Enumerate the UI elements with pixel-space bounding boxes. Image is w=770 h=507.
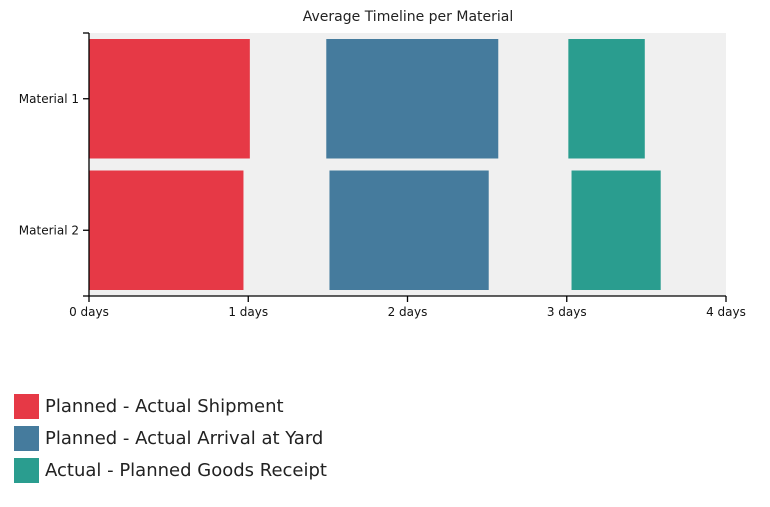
bar-series-1-material-1 — [89, 39, 250, 159]
legend-label: Planned - Actual Shipment — [45, 395, 284, 417]
legend-item: Actual - Planned Goods Receipt — [14, 454, 327, 486]
legend-swatch — [14, 457, 39, 483]
x-tick-label: 0 days — [69, 305, 109, 319]
bar-series-3-material-2 — [571, 170, 661, 290]
bar-series-3-material-1 — [568, 39, 645, 159]
bar-series-1-material-2 — [89, 170, 244, 290]
chart-title: Average Timeline per Material — [303, 9, 514, 25]
legend-label: Actual - Planned Goods Receipt — [45, 459, 327, 481]
y-tick-label: Material 2 — [19, 223, 79, 237]
legend-item: Planned - Actual Shipment — [14, 390, 327, 422]
axes: Material 1 Material 2 0 days 1 days 2 days 3 … — [19, 32, 746, 319]
y-tick-label: Material 1 — [19, 92, 79, 106]
x-tick-label: 4 days — [706, 305, 746, 319]
x-tick-label: 1 days — [228, 305, 268, 319]
bar-series-2-material-2 — [329, 170, 489, 290]
timeline-chart: Average Timeline per Material Material 1… — [19, 9, 746, 319]
bar-series-2-material-1 — [326, 39, 499, 159]
x-tick-label: 3 days — [547, 305, 587, 319]
bar-group — [89, 39, 661, 290]
legend-item: Planned - Actual Arrival at Yard — [14, 422, 327, 454]
legend-label: Planned - Actual Arrival at Yard — [45, 427, 324, 449]
legend: Planned - Actual Shipment Planned - Actua… — [14, 390, 327, 486]
legend-swatch — [14, 393, 39, 419]
legend-swatch — [14, 425, 39, 451]
x-tick-label: 2 days — [388, 305, 428, 319]
